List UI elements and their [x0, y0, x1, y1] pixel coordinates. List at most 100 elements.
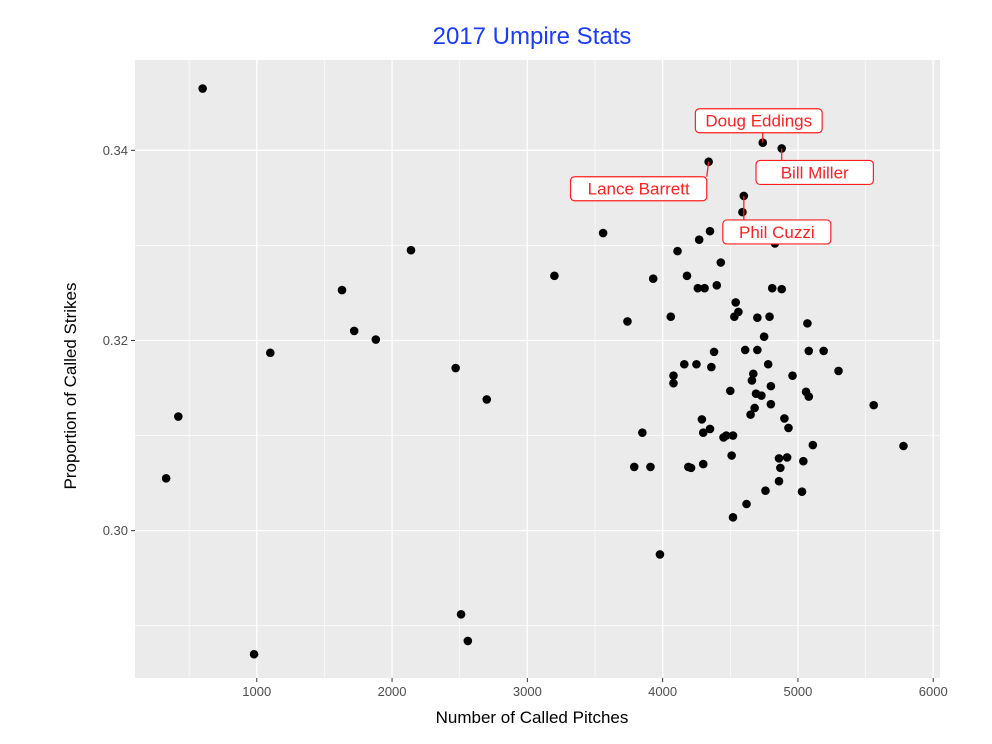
- data-point: [727, 451, 736, 460]
- chart-title: 2017 Umpire Stats: [433, 23, 632, 50]
- data-point: [765, 312, 774, 322]
- data-point: [788, 371, 797, 380]
- data-point: [763, 359, 773, 369]
- data-point: [686, 463, 696, 473]
- data-point: [757, 391, 766, 400]
- data-point: [748, 369, 758, 379]
- annotation-text: Bill Miller: [781, 163, 849, 182]
- data-point: [761, 486, 770, 495]
- plot-panel: [135, 60, 940, 678]
- data-point: [721, 431, 731, 440]
- data-point: [482, 395, 492, 404]
- x-tick-label: 4000: [648, 684, 677, 699]
- data-point: [161, 474, 171, 483]
- data-points: [161, 84, 908, 659]
- x-tick-label: 3000: [513, 684, 542, 699]
- data-point: [463, 636, 473, 646]
- data-point: [349, 326, 359, 336]
- data-point: [776, 463, 785, 473]
- data-point: [666, 312, 676, 322]
- data-point: [728, 513, 738, 522]
- data-point: [869, 400, 879, 410]
- data-point: [337, 285, 347, 295]
- annotation-label: Bill Miller: [755, 148, 875, 186]
- data-point: [679, 359, 689, 369]
- annotation-box: [755, 159, 875, 186]
- data-point: [746, 410, 755, 419]
- data-point: [899, 441, 908, 451]
- x-axis: 1000 2000 3000 4000 5000 6000: [242, 678, 948, 699]
- data-point: [249, 649, 259, 659]
- data-point: [598, 228, 608, 238]
- data-point: [707, 362, 716, 372]
- data-point: [673, 246, 682, 256]
- data-point: [456, 609, 466, 619]
- data-point: [638, 428, 647, 438]
- data-point: [780, 414, 789, 423]
- data-point: [777, 284, 787, 294]
- data-point: [712, 281, 722, 290]
- data-point: [804, 392, 814, 401]
- annotation-box: [722, 219, 832, 245]
- y-axis-title: Proportion of Called Strikes: [61, 283, 80, 490]
- data-point: [406, 245, 416, 255]
- x-tick-label: 2000: [378, 684, 407, 699]
- data-point: [799, 456, 808, 466]
- data-point: [834, 366, 843, 376]
- data-point: [782, 453, 792, 462]
- data-point: [697, 415, 707, 424]
- data-point: [451, 363, 460, 373]
- annotation-text: Doug Eddings: [705, 112, 812, 131]
- data-point: [734, 307, 743, 317]
- data-point: [682, 271, 692, 281]
- data-point: [738, 207, 747, 217]
- data-point: [784, 423, 793, 433]
- data-point: [753, 345, 762, 355]
- data-point: [655, 550, 665, 559]
- data-point: [669, 371, 678, 380]
- data-point: [698, 428, 708, 438]
- data-point: [700, 283, 709, 293]
- data-point: [742, 499, 751, 509]
- data-point: [705, 226, 715, 236]
- data-point: [750, 403, 759, 413]
- data-point: [173, 412, 183, 421]
- y-tick-label: 0.30: [103, 523, 128, 538]
- data-point: [774, 476, 784, 486]
- data-point: [692, 359, 701, 369]
- data-point: [550, 271, 559, 281]
- data-point: [767, 283, 777, 293]
- y-tick-label: 0.34: [103, 143, 128, 158]
- data-point: [725, 386, 735, 396]
- data-point: [198, 84, 207, 93]
- data-point: [747, 376, 757, 385]
- data-point: [694, 235, 704, 244]
- data-point: [705, 424, 715, 434]
- data-point: [808, 440, 818, 450]
- data-point: [766, 381, 776, 391]
- data-point: [753, 313, 762, 322]
- annotation-text: Phil Cuzzi: [739, 223, 815, 242]
- x-tick-label: 6000: [919, 684, 948, 699]
- data-point: [265, 348, 275, 358]
- data-point: [698, 459, 708, 469]
- annotation-label: Lance Barrett: [569, 161, 710, 202]
- data-point: [623, 317, 632, 326]
- annotation-box: [569, 176, 708, 202]
- y-axis: 0.30 0.32 0.34: [103, 143, 135, 538]
- data-point: [371, 335, 381, 344]
- annotation-label: Phil Cuzzi: [722, 195, 832, 245]
- data-point: [803, 319, 812, 328]
- data-point: [819, 346, 828, 356]
- annotation-label: Doug Eddings: [694, 108, 823, 143]
- data-point: [797, 487, 807, 496]
- x-tick-label: 1000: [242, 684, 271, 699]
- data-point: [709, 347, 719, 357]
- data-point: [648, 274, 658, 283]
- data-point: [716, 258, 726, 267]
- data-point: [804, 346, 814, 356]
- annotations: Lance Barrett Doug Eddings Bill Miller Phil…: [569, 108, 875, 245]
- data-point: [740, 345, 750, 355]
- annotation-text: Lance Barrett: [588, 180, 690, 199]
